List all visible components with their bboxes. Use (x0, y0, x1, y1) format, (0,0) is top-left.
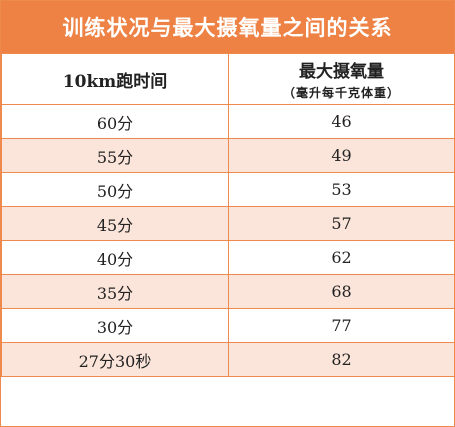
cell-vo2: 62 (228, 240, 455, 275)
cell-vo2: 77 (228, 308, 455, 343)
table-row: 40分 62 (1, 240, 455, 275)
cell-vo2: 82 (228, 342, 455, 377)
header-10km-time: 10km跑时间 (1, 53, 229, 105)
table-row: 55分 49 (1, 138, 455, 173)
cell-time: 30分 (1, 308, 229, 343)
cell-time: 27分30秒 (1, 342, 229, 377)
cell-vo2: 53 (228, 172, 455, 207)
header-vo2max-unit: （毫升每千克体重） (282, 86, 400, 100)
header-row: 10km跑时间 最大摄氧量 （毫升每千克体重） (1, 53, 455, 105)
table-row: 27分30秒 82 (1, 342, 455, 377)
table-row: 45分 57 (1, 206, 455, 241)
cell-time: 45分 (1, 206, 229, 241)
cell-vo2: 49 (228, 138, 455, 173)
table-row: 50分 53 (1, 172, 455, 207)
cell-time: 60分 (1, 104, 229, 139)
cell-time: 55分 (1, 138, 229, 173)
vo2-table: 10km跑时间 最大摄氧量 （毫升每千克体重） 60分 46 55分 49 50… (1, 53, 455, 377)
table-title: 训练状况与最大摄氧量之间的关系 (1, 1, 454, 53)
cell-vo2: 46 (228, 104, 455, 139)
cell-time: 50分 (1, 172, 229, 207)
header-vo2max: 最大摄氧量 （毫升每千克体重） (228, 53, 455, 105)
table-row: 30分 77 (1, 308, 455, 343)
cell-time: 35分 (1, 274, 229, 309)
cell-vo2: 57 (228, 206, 455, 241)
table-row: 60分 46 (1, 104, 455, 139)
cell-vo2: 68 (228, 274, 455, 309)
table-row: 35分 68 (1, 274, 455, 309)
header-vo2max-label: 最大摄氧量 (299, 62, 384, 82)
cell-time: 40分 (1, 240, 229, 275)
